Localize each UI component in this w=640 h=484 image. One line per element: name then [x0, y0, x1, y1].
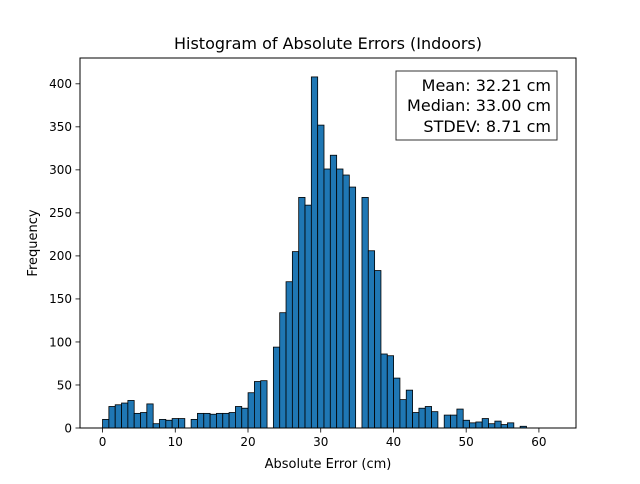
- y-tick-label: 0: [64, 421, 72, 435]
- y-tick-label: 150: [49, 292, 72, 306]
- histogram-bar: [291, 251, 300, 429]
- histogram-bars: [102, 76, 527, 429]
- histogram-bar: [494, 420, 502, 429]
- histogram-bar: [323, 168, 331, 429]
- histogram-bar: [241, 407, 249, 429]
- histogram-bar: [171, 418, 179, 429]
- histogram-bar: [222, 412, 230, 429]
- histogram-bar: [342, 174, 350, 429]
- x-tick-label: 0: [99, 435, 107, 449]
- histogram-bar: [367, 250, 376, 429]
- histogram-bar: [247, 392, 255, 429]
- histogram-bar: [443, 414, 451, 429]
- histogram-bar: [114, 404, 122, 429]
- x-tick-label: 30: [313, 435, 328, 449]
- histogram-bar: [399, 399, 407, 429]
- histogram-bar: [405, 389, 413, 429]
- histogram-bar: [228, 412, 236, 429]
- y-tick-label: 300: [49, 163, 72, 177]
- x-tick-label: 50: [459, 435, 474, 449]
- histogram-bar: [197, 412, 205, 429]
- histogram-bar: [386, 355, 395, 429]
- histogram-bar: [462, 419, 470, 429]
- chart-title: Histogram of Absolute Errors (Indoors): [174, 34, 482, 53]
- histogram-bar: [165, 419, 173, 429]
- histogram-bar: [159, 418, 167, 429]
- histogram-bar: [146, 403, 154, 429]
- y-axis-label: Frequency: [26, 209, 41, 276]
- histogram-bar: [431, 411, 439, 429]
- stats-mean-text: Mean: 32.21 cm: [422, 76, 551, 95]
- plot-frame: [79, 57, 577, 429]
- y-tick-label: 50: [57, 378, 72, 392]
- histogram-bar: [424, 406, 432, 429]
- histogram-bar: [500, 424, 508, 429]
- histogram-bar: [469, 422, 477, 429]
- histogram-bar: [235, 406, 243, 429]
- histogram-bar: [488, 423, 496, 429]
- x-tick-label: 60: [531, 435, 546, 449]
- y-tick-label: 100: [49, 335, 72, 349]
- stats-annotation-box: Mean: 32.21 cm Median: 33.00 cm STDEV: 8…: [395, 70, 558, 141]
- histogram-bar: [127, 400, 135, 429]
- histogram-bar: [361, 196, 369, 429]
- histogram-bar: [102, 418, 110, 429]
- histogram-bar: [456, 408, 464, 429]
- stats-median-text: Median: 33.00 cm: [407, 96, 551, 115]
- histogram-bar: [298, 196, 306, 429]
- histogram-bar: [178, 418, 186, 429]
- y-tick-label: 250: [49, 206, 72, 220]
- x-tick-label: 40: [386, 435, 401, 449]
- histogram-bar: [279, 312, 287, 429]
- x-tick-label: 20: [240, 435, 255, 449]
- x-axis-ticks: 0 10 20 30 40 50 60: [99, 428, 547, 449]
- histogram-bar: [140, 412, 148, 429]
- x-axis-label: Absolute Error (cm): [265, 457, 392, 472]
- histogram-bar: [272, 346, 281, 429]
- histogram-bar: [121, 402, 129, 429]
- histogram-bar: [418, 407, 426, 429]
- histogram-bar: [475, 421, 483, 429]
- histogram-bar: [304, 204, 312, 429]
- stats-box-frame: [395, 70, 558, 141]
- histogram-bar: [336, 168, 344, 429]
- histogram-bar: [374, 270, 382, 429]
- y-axis-ticks: 0 50 100 150 200 250 300 350 400: [49, 77, 80, 435]
- histogram-bar: [133, 412, 141, 429]
- y-tick-label: 400: [49, 77, 72, 91]
- histogram-bar: [329, 154, 338, 429]
- x-tick-label: 10: [168, 435, 183, 449]
- histogram-bar: [317, 124, 325, 429]
- histogram-bar: [380, 353, 388, 429]
- histogram-bar: [209, 413, 217, 429]
- histogram-bar: [310, 76, 319, 429]
- histogram-bar: [203, 412, 211, 429]
- histogram-bar: [152, 423, 160, 429]
- y-tick-label: 350: [49, 120, 72, 134]
- histogram-bar: [507, 422, 515, 429]
- histogram-bar: [260, 380, 268, 429]
- histogram-bar: [216, 412, 224, 429]
- histogram-bar: [285, 281, 293, 429]
- histogram-bar: [393, 377, 401, 429]
- histogram-bar: [108, 406, 116, 429]
- histogram-bar: [481, 418, 489, 429]
- stats-stdev-text: STDEV: 8.71 cm: [423, 117, 551, 136]
- histogram-bar: [348, 186, 357, 429]
- histogram-bar: [412, 412, 420, 429]
- histogram-bar: [450, 414, 458, 429]
- y-tick-label: 200: [49, 249, 72, 263]
- histogram-bar: [190, 418, 198, 429]
- histogram-bar: [253, 381, 262, 429]
